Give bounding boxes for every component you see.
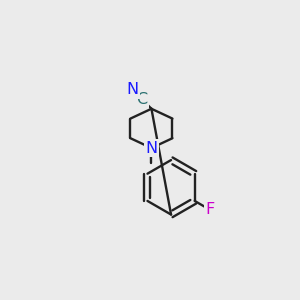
Text: C: C [136, 92, 148, 107]
Text: N: N [146, 140, 158, 155]
Text: F: F [205, 202, 214, 217]
Text: N: N [126, 82, 139, 97]
